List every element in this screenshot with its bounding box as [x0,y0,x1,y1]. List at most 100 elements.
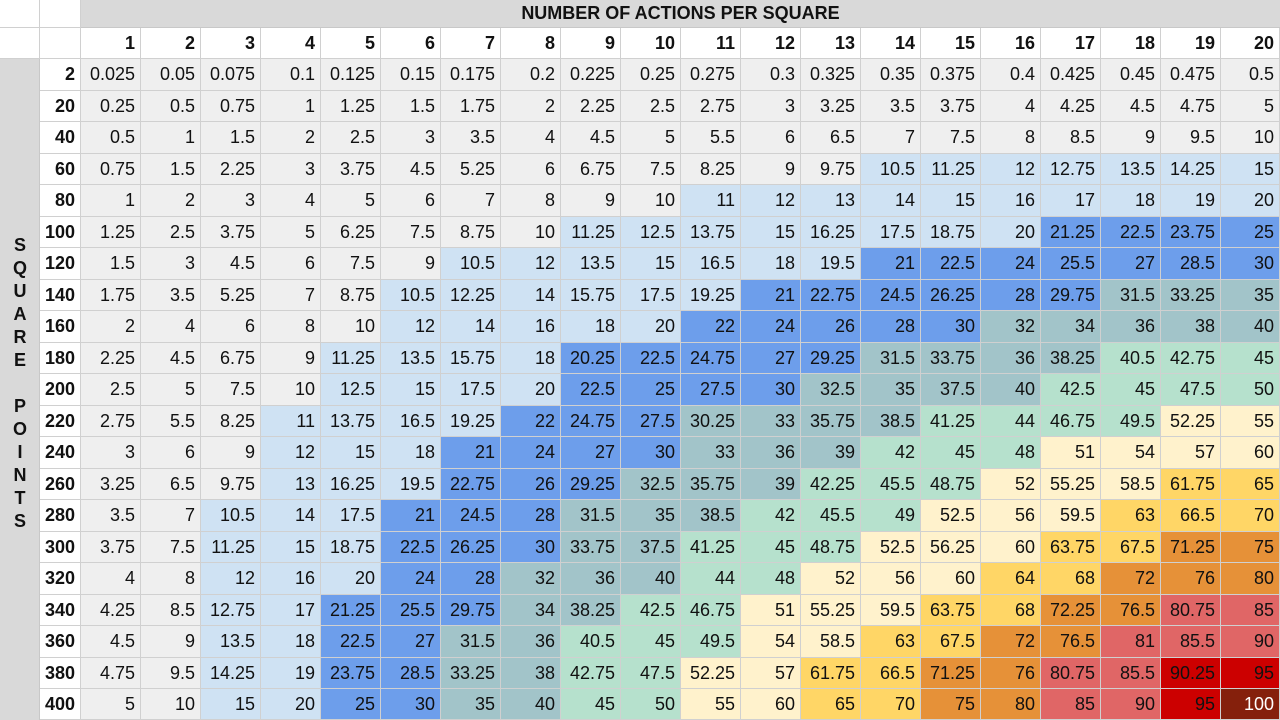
table-cell[interactable]: 11.25 [201,531,261,563]
table-cell[interactable]: 75 [1221,531,1280,563]
table-cell[interactable]: 31.5 [1101,279,1161,311]
table-cell[interactable]: 27 [741,342,801,374]
row-header[interactable]: 400 [40,689,81,720]
table-cell[interactable]: 57 [741,657,801,689]
table-cell[interactable]: 0.475 [1161,59,1221,91]
table-cell[interactable]: 45.5 [861,468,921,500]
table-cell[interactable]: 0.275 [681,59,741,91]
table-cell[interactable]: 35 [1221,279,1280,311]
table-cell[interactable]: 30 [1221,248,1280,280]
table-cell[interactable]: 51 [1041,437,1101,469]
table-cell[interactable]: 52.25 [1161,405,1221,437]
table-cell[interactable]: 31.5 [561,500,621,532]
table-cell[interactable]: 6 [201,311,261,343]
table-cell[interactable]: 50 [1221,374,1280,406]
table-cell[interactable]: 26.25 [441,531,501,563]
table-cell[interactable]: 3 [261,153,321,185]
table-cell[interactable]: 7.5 [621,153,681,185]
table-cell[interactable]: 30.25 [681,405,741,437]
table-cell[interactable]: 2.5 [141,216,201,248]
table-cell[interactable]: 18 [741,248,801,280]
column-header[interactable]: 5 [321,28,381,59]
table-cell[interactable]: 49.5 [1101,405,1161,437]
table-cell[interactable]: 10 [501,216,561,248]
table-cell[interactable]: 17 [1041,185,1101,217]
table-cell[interactable]: 11.25 [321,342,381,374]
table-cell[interactable]: 24.75 [681,342,741,374]
table-cell[interactable]: 29.75 [1041,279,1101,311]
table-cell[interactable]: 12 [501,248,561,280]
table-cell[interactable]: 8.5 [141,594,201,626]
table-cell[interactable]: 72.25 [1041,594,1101,626]
table-cell[interactable]: 72 [1101,563,1161,595]
table-cell[interactable]: 3.5 [441,122,501,154]
table-cell[interactable]: 19 [261,657,321,689]
table-cell[interactable]: 12.75 [201,594,261,626]
table-cell[interactable]: 15.75 [561,279,621,311]
table-cell[interactable]: 0.325 [801,59,861,91]
table-cell[interactable]: 49 [861,500,921,532]
table-cell[interactable]: 42.75 [1161,342,1221,374]
table-cell[interactable]: 18.75 [921,216,981,248]
table-cell[interactable]: 24 [501,437,561,469]
table-cell[interactable]: 29.25 [561,468,621,500]
table-cell[interactable]: 45 [1101,374,1161,406]
table-cell[interactable]: 16.5 [381,405,441,437]
table-cell[interactable]: 38.25 [561,594,621,626]
table-cell[interactable]: 17.5 [441,374,501,406]
table-cell[interactable]: 60 [741,689,801,720]
table-cell[interactable]: 1.5 [201,122,261,154]
table-cell[interactable]: 17.5 [621,279,681,311]
table-cell[interactable]: 21 [861,248,921,280]
table-cell[interactable]: 57 [1161,437,1221,469]
table-cell[interactable]: 76 [1161,563,1221,595]
table-cell[interactable]: 19.25 [441,405,501,437]
table-cell[interactable]: 61.75 [801,657,861,689]
table-cell[interactable]: 24 [741,311,801,343]
table-cell[interactable]: 7.5 [321,248,381,280]
column-header[interactable]: 2 [141,28,201,59]
table-cell[interactable]: 18 [381,437,441,469]
table-cell[interactable]: 12.5 [621,216,681,248]
table-cell[interactable]: 8.75 [321,279,381,311]
table-cell[interactable]: 12.5 [321,374,381,406]
table-cell[interactable]: 30 [501,531,561,563]
table-cell[interactable]: 32.5 [621,468,681,500]
row-header[interactable]: 200 [40,374,81,406]
table-cell[interactable]: 20.25 [561,342,621,374]
table-cell[interactable]: 19.5 [801,248,861,280]
column-header[interactable]: 18 [1101,28,1161,59]
table-cell[interactable]: 44 [681,563,741,595]
table-cell[interactable]: 15 [1221,153,1280,185]
table-cell[interactable]: 4.25 [81,594,141,626]
table-cell[interactable]: 71.25 [921,657,981,689]
table-cell[interactable]: 8 [501,185,561,217]
table-cell[interactable]: 8.25 [681,153,741,185]
table-cell[interactable]: 59.5 [861,594,921,626]
table-cell[interactable]: 38.5 [861,405,921,437]
table-cell[interactable]: 52 [801,563,861,595]
table-cell[interactable]: 15 [621,248,681,280]
table-cell[interactable]: 42.5 [621,594,681,626]
table-cell[interactable]: 13.5 [561,248,621,280]
table-cell[interactable]: 40.5 [1101,342,1161,374]
table-cell[interactable]: 1.5 [141,153,201,185]
table-cell[interactable]: 10 [621,185,681,217]
table-cell[interactable]: 24.5 [861,279,921,311]
table-cell[interactable]: 40 [1221,311,1280,343]
row-header[interactable]: 340 [40,594,81,626]
table-cell[interactable]: 81 [1101,626,1161,658]
table-cell[interactable]: 22.5 [381,531,441,563]
table-cell[interactable]: 8 [981,122,1041,154]
table-cell[interactable]: 21 [741,279,801,311]
table-cell[interactable]: 14 [261,500,321,532]
column-header[interactable]: 12 [741,28,801,59]
table-cell[interactable]: 33 [681,437,741,469]
table-cell[interactable]: 9 [1101,122,1161,154]
table-cell[interactable]: 4.75 [1161,90,1221,122]
table-cell[interactable]: 33.25 [1161,279,1221,311]
table-cell[interactable]: 66.5 [1161,500,1221,532]
table-cell[interactable]: 15.75 [441,342,501,374]
table-cell[interactable]: 52.25 [681,657,741,689]
table-cell[interactable]: 63 [1101,500,1161,532]
